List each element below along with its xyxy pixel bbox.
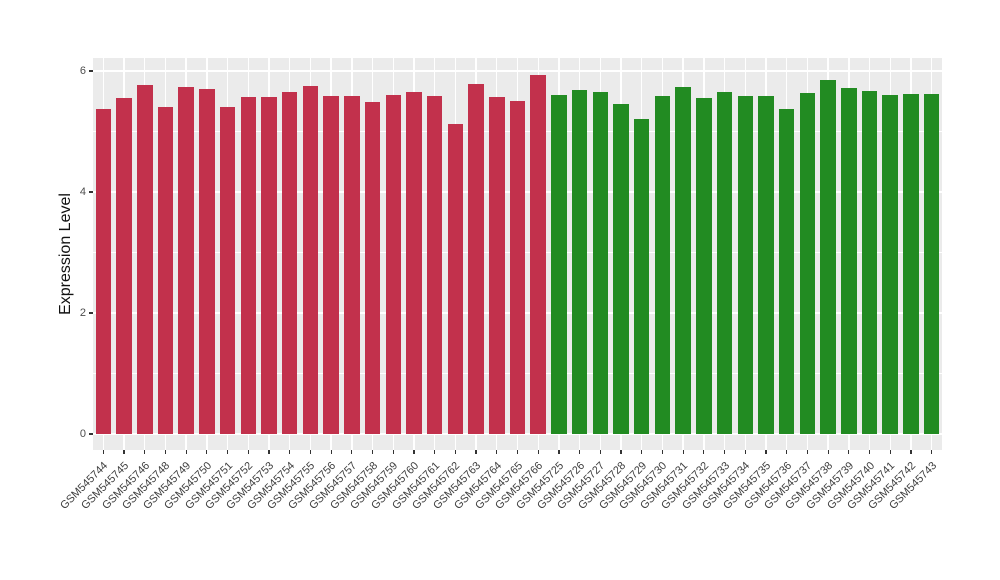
bar-GSM545742 [903,93,919,434]
bar-GSM545749 [178,86,194,434]
bar-GSM545743 [923,93,940,434]
x-axis-tick [144,450,146,454]
x-axis-tick [185,450,187,454]
x-axis-tick [723,450,726,454]
bar-GSM545757 [344,96,360,434]
bar-GSM545759 [385,95,401,434]
x-axis-tick [454,450,456,454]
bar-GSM545753 [261,97,277,434]
bar-GSM545730 [654,96,671,434]
bar-GSM545750 [199,89,215,434]
x-axis-tick [330,450,332,454]
x-axis-tick [516,450,519,454]
x-axis-tick [413,450,415,454]
x-axis-tick [102,450,104,454]
bar-GSM545751 [219,107,236,434]
bar-GSM545755 [302,85,319,434]
x-axis-tick [579,450,581,454]
bar-GSM545739 [841,87,857,434]
bar-GSM545763 [468,83,484,434]
bar-GSM545736 [778,108,795,434]
bar-GSM545731 [675,87,691,434]
x-axis-tick [268,450,270,454]
y-axis-title: Expression Level [57,193,74,315]
y-axis-tick [89,191,93,193]
x-axis-tick [620,450,622,454]
x-axis-tick [434,450,436,454]
bar-GSM545762 [447,124,464,434]
bar-GSM545738 [820,80,836,434]
bar-GSM545745 [116,98,132,434]
x-axis-tick [744,450,746,454]
bar-GSM545761 [426,95,443,434]
bar-GSM545740 [861,90,878,434]
bar-GSM545764 [489,97,505,434]
x-axis-tick [392,450,394,454]
x-axis-tick [765,450,767,454]
bar-GSM545733 [716,92,733,434]
bar-GSM545744 [95,108,112,434]
x-axis-tick [226,450,229,454]
x-axis-tick [164,450,167,454]
bar-GSM545754 [281,92,298,434]
y-tick-label: 4 [79,186,86,198]
x-axis-tick [827,450,829,454]
x-axis-tick [682,450,684,454]
x-axis-tick [371,450,374,454]
x-axis-tick [806,450,808,454]
bar-GSM545732 [696,98,712,434]
x-axis-tick [558,450,560,454]
x-axis-tick [786,450,788,454]
y-tick-label: 0 [79,428,86,440]
bar-GSM545735 [758,96,774,434]
bar-GSM545765 [509,101,526,434]
y-axis-tick [89,312,93,314]
bar-GSM545729 [633,119,650,434]
bar-GSM545748 [157,107,174,434]
x-axis-tick [309,450,311,454]
bar-GSM545766 [530,75,546,434]
x-axis-tick [351,450,353,454]
bar-GSM545760 [406,91,422,434]
x-axis-tick [123,450,125,454]
bar-GSM545746 [137,84,153,434]
bar-GSM545756 [323,96,339,434]
x-axis-tick [206,450,208,454]
x-axis-tick [537,450,539,454]
x-axis-tick [703,450,705,454]
x-axis-tick [910,450,912,454]
bar-GSM545737 [799,93,816,434]
x-axis-tick [475,450,477,454]
y-axis-tick [89,70,93,72]
bar-GSM545726 [571,89,588,434]
bar-GSM545752 [240,97,257,434]
bar-GSM545758 [364,102,381,434]
x-axis-tick [848,450,850,454]
bar-GSM545727 [592,91,609,434]
x-axis-tick [496,450,498,454]
x-axis-tick [931,450,933,454]
x-axis-tick [599,450,601,454]
x-axis-tick [289,450,291,454]
bar-GSM545741 [882,94,898,434]
bar-GSM545725 [551,95,567,434]
y-tick-label: 6 [79,65,86,77]
plot-panel [93,58,942,450]
x-axis-tick [247,450,249,454]
x-axis-tick [889,450,891,454]
y-axis-tick [89,433,93,435]
x-axis-tick [641,450,643,454]
x-axis-tick [661,450,664,454]
y-tick-label: 2 [79,307,86,319]
x-axis-tick [868,450,871,454]
bar-GSM545734 [737,95,754,434]
bar-GSM545728 [613,103,629,434]
